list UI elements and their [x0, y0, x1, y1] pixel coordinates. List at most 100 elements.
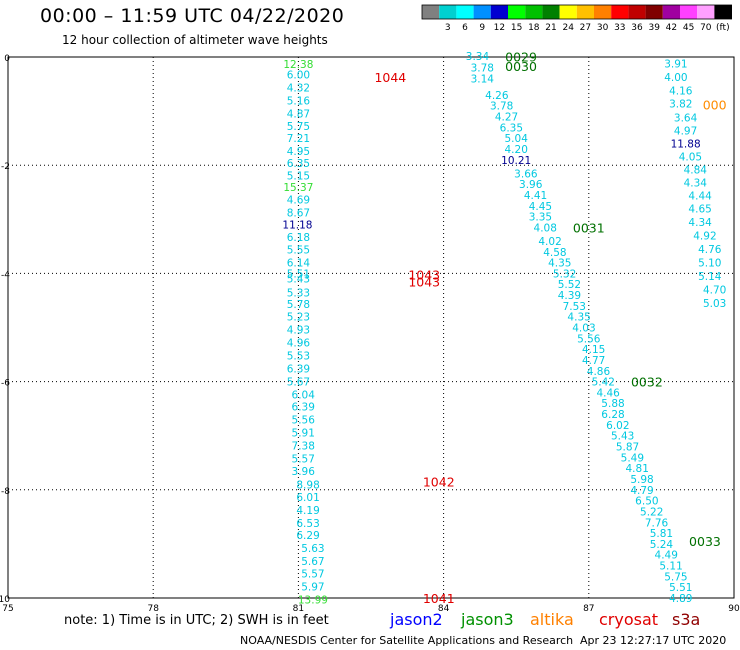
- axis-tick-labels: 75 78 81 84 87 90 0 -2 -4 -6 -8 -10: [0, 54, 740, 614]
- legend-altika: altika: [530, 610, 574, 629]
- wave-height-label: 4.95: [287, 146, 310, 158]
- wave-height-label: 4.15: [582, 344, 605, 356]
- plot-area-background: [8, 57, 734, 598]
- wave-height-label: 4.32: [287, 82, 310, 94]
- color-scale-swatch: [714, 5, 732, 19]
- time-label: 1043: [408, 275, 440, 290]
- color-scale-swatch: [680, 5, 698, 19]
- wave-height-label: 5.04: [505, 133, 529, 145]
- track-1: 12.386.004.325.164.875.757.214.956.355.1…: [282, 59, 454, 607]
- wave-height-label: 5.81: [650, 528, 673, 540]
- wave-height-label: 5.33: [287, 287, 310, 299]
- wave-height-label: 3.14: [471, 74, 495, 86]
- footer-note: note: 1) Time is in UTC; 2) SWH is in fe…: [64, 613, 329, 628]
- legend-s3a: s3a: [672, 610, 701, 629]
- wave-height-label: 5.57: [292, 453, 315, 465]
- wave-height-label: 4.26: [485, 90, 509, 102]
- color-scale-swatch: [490, 5, 508, 19]
- time-label: 1041: [423, 591, 455, 606]
- wave-height-label: 6.00: [287, 69, 310, 81]
- color-scale-tick: 15: [511, 23, 522, 33]
- wave-height-label: 5.22: [640, 506, 663, 518]
- wave-height-label: 4.93: [287, 325, 310, 337]
- color-scale-tick: 27: [580, 23, 591, 33]
- wave-height-label: 5.55: [287, 245, 310, 257]
- time-label: 1044: [374, 70, 406, 85]
- time-label: 0030: [505, 59, 537, 74]
- y-tick-label: -10: [0, 595, 10, 605]
- wave-height-label: 6.35: [500, 122, 523, 134]
- wave-height-label: 3.35: [529, 212, 552, 224]
- color-scale-swatch: [628, 5, 646, 19]
- color-scale-swatch: [645, 5, 663, 19]
- wave-height-label: 4.81: [626, 463, 649, 475]
- wave-height-label: 6.28: [601, 409, 624, 421]
- color-scale-swatch: [456, 5, 474, 19]
- wave-height-label: 5.57: [301, 569, 324, 581]
- wave-height-label: 4.44: [688, 190, 712, 202]
- wave-height-label: 13.99: [298, 595, 328, 607]
- color-scale-tick: 33: [614, 23, 625, 33]
- wave-height-label: 6.01: [296, 492, 319, 504]
- wave-height-label: 6.39: [287, 364, 310, 376]
- wave-height-label: 5.10: [698, 258, 721, 270]
- color-scale-tick: 45: [683, 23, 694, 33]
- color-scale-swatch: [559, 5, 577, 19]
- wave-height-label: 7.38: [292, 440, 315, 452]
- wave-height-label: 6.39: [292, 401, 315, 413]
- wave-height-label: 4.20: [505, 144, 528, 156]
- y-tick-label: 0: [4, 54, 10, 64]
- wave-height-label: 6.04: [292, 390, 316, 402]
- wave-height-label: 6.18: [287, 232, 310, 244]
- color-scale-tick: 24: [562, 23, 574, 33]
- color-scale-tick: 6: [462, 23, 468, 33]
- wave-height-label: 4.34: [688, 217, 712, 229]
- time-label: 000: [703, 98, 727, 113]
- wave-height-label: 4.03: [572, 323, 595, 335]
- time-label: 1042: [423, 475, 455, 490]
- wave-height-label: 5.03: [703, 298, 726, 310]
- wave-height-label: 3.64: [674, 113, 698, 125]
- legend-jason3: jason3: [461, 610, 514, 629]
- color-scale-tick: 12: [494, 23, 505, 33]
- wave-height-label: 4.05: [679, 152, 702, 164]
- color-scale-swatch: [697, 5, 715, 19]
- color-scale-tick: 3: [445, 23, 451, 33]
- wave-height-label: 5.16: [287, 95, 311, 107]
- wave-height-label: 4.76: [698, 244, 722, 256]
- color-scale-swatch: [422, 5, 440, 19]
- wave-height-label: 5.78: [287, 299, 310, 311]
- x-tick-label: 78: [147, 604, 159, 614]
- wave-height-label: 5.32: [553, 268, 576, 280]
- wave-height-label: 4.41: [524, 190, 547, 202]
- wave-height-label: 7.53: [563, 301, 586, 313]
- wave-height-label: 5.75: [287, 121, 310, 133]
- color-scale-tick: 9: [479, 23, 485, 33]
- wave-height-label: 5.63: [301, 543, 324, 555]
- wave-height-label: 4.19: [296, 505, 319, 517]
- color-scale-swatch: [662, 5, 680, 19]
- wave-height-label: 5.67: [301, 556, 324, 568]
- wave-height-label: 4.97: [674, 126, 697, 138]
- wave-height-label: 5.42: [592, 377, 615, 389]
- wave-height-label: 12.38: [283, 59, 313, 71]
- wave-height-label: 4.89: [669, 593, 692, 605]
- wave-height-label: 4.49: [655, 550, 678, 562]
- color-scale-swatch: [525, 5, 543, 19]
- wave-height-label: 5.11: [659, 561, 682, 573]
- wave-height-label: 3.96: [292, 466, 316, 478]
- color-scale-swatch: [439, 5, 457, 19]
- color-scale-frame: [421, 4, 733, 20]
- wave-height-label: 3.78: [490, 101, 513, 113]
- wave-height-label: 5.91: [292, 427, 315, 439]
- wave-height-label: 4.45: [529, 201, 552, 213]
- wave-height-label: 5.51: [287, 268, 310, 280]
- wave-height-label: 11.18: [282, 220, 312, 232]
- wave-height-label: 6.14: [287, 258, 311, 270]
- lat-lon-grid: [7, 56, 735, 599]
- wave-height-label: 3.78: [471, 62, 494, 74]
- wave-height-label: 4.39: [558, 290, 581, 302]
- page-title: 00:00 – 11:59 UTC 04/22/2020: [40, 5, 345, 27]
- wave-height-label: 4.84: [684, 165, 708, 177]
